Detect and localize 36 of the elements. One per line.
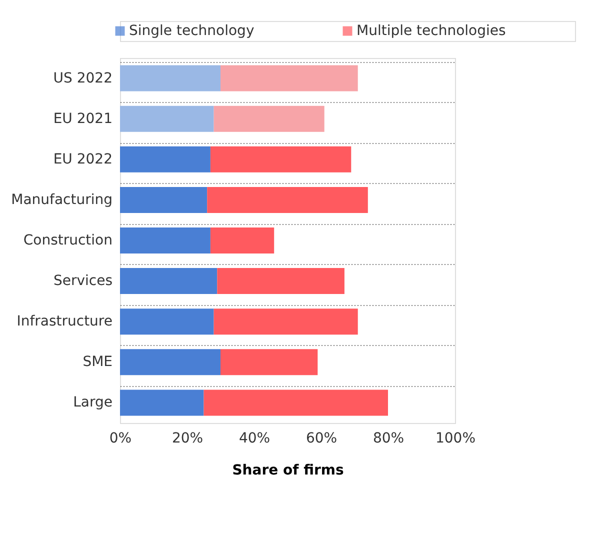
y-tick-label: Construction xyxy=(23,232,112,248)
y-tick-label: US 2022 xyxy=(53,70,112,86)
bar xyxy=(120,186,208,213)
bar xyxy=(207,186,368,213)
bar xyxy=(120,349,220,376)
x-tick-label: 60% xyxy=(306,430,338,446)
bar xyxy=(120,146,210,172)
bar xyxy=(210,146,352,172)
bar xyxy=(120,308,214,335)
y-tick-label: Large xyxy=(73,394,112,411)
bar xyxy=(217,268,344,294)
bar xyxy=(214,308,358,335)
x-tick-label: 80% xyxy=(372,430,404,446)
legend-label: Multiple technologies xyxy=(356,23,506,39)
bar xyxy=(220,65,358,92)
bar xyxy=(120,390,204,416)
bar xyxy=(120,228,210,254)
bar xyxy=(214,106,324,132)
bar xyxy=(204,390,388,416)
y-tick-label: Infrastructure xyxy=(16,314,112,330)
bar xyxy=(120,268,218,294)
bar xyxy=(120,65,220,92)
bar xyxy=(210,228,274,254)
x-tick-label: 20% xyxy=(172,430,204,446)
legend-label: Single technology xyxy=(129,23,254,39)
y-tick-label: Services xyxy=(53,273,112,290)
y-tick-label: EU 2021 xyxy=(53,110,112,127)
y-tick-label: EU 2022 xyxy=(53,151,112,168)
bar xyxy=(120,106,214,132)
x-tick-label: 0% xyxy=(109,430,132,446)
x-axis-title: Share of firms xyxy=(232,462,344,478)
bar xyxy=(220,349,318,376)
x-tick-label: 100% xyxy=(435,430,476,446)
y-tick-label: SME xyxy=(82,354,112,370)
x-tick-label: 40% xyxy=(238,430,270,446)
y-tick-label: Manufacturing xyxy=(11,192,112,208)
